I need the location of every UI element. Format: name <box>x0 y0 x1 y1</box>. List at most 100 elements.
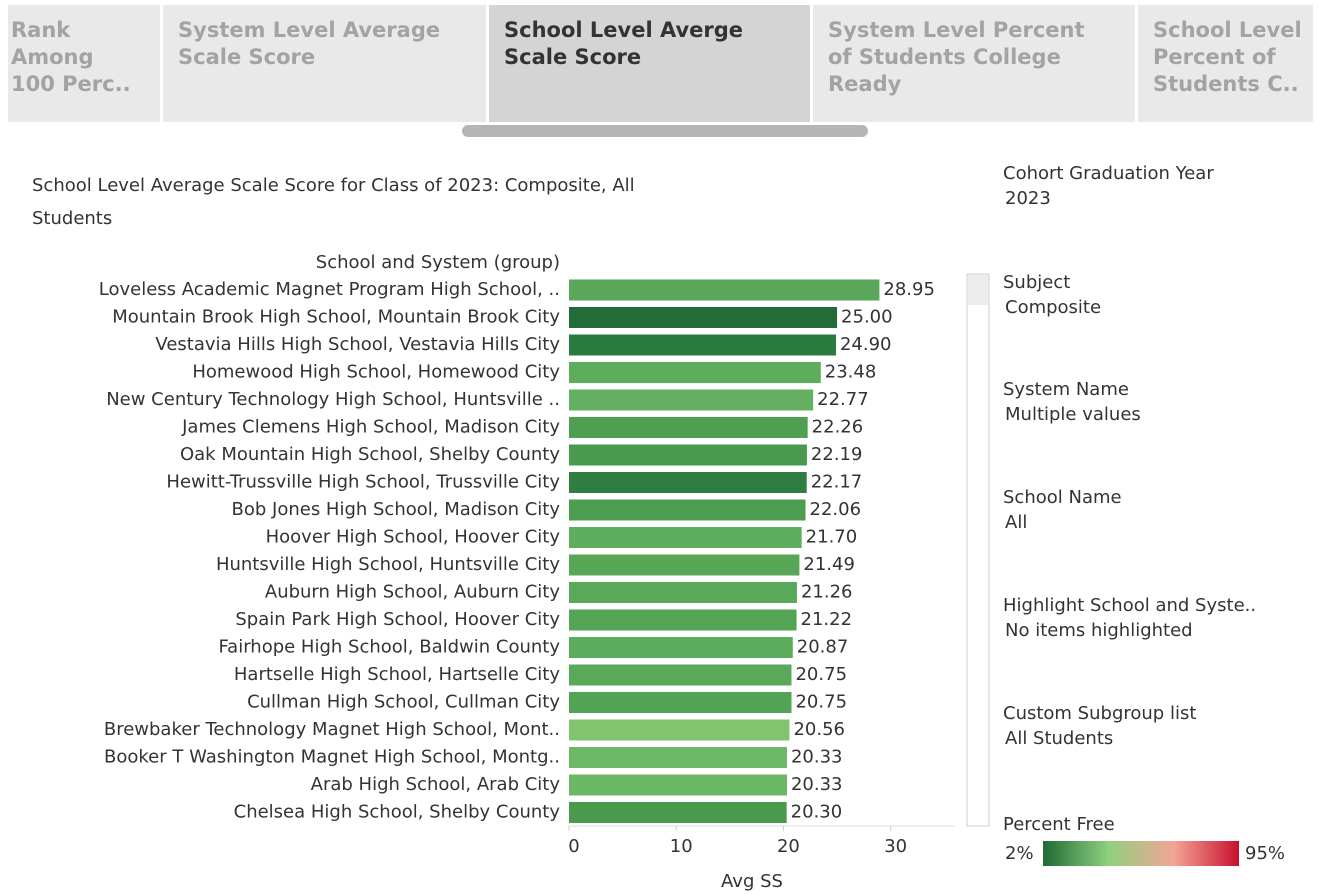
y-tick-label: Oak Mountain High School, Shelby County <box>180 444 560 465</box>
x-tick-label: 20 <box>777 836 800 857</box>
y-tick-label: Hoover High School, Hoover City <box>266 527 561 548</box>
tab-scrollbar[interactable] <box>462 125 868 137</box>
value-label: 28.95 <box>883 279 935 300</box>
x-tick-label: 10 <box>670 836 693 857</box>
filter-label: Custom Subgroup list <box>1003 703 1196 724</box>
tab-label: System Level Average <box>178 18 440 42</box>
filter-label: System Name <box>1003 379 1129 400</box>
filter-scrollbar[interactable] <box>966 273 990 827</box>
bar <box>569 582 797 603</box>
bar <box>569 417 808 438</box>
legend-title: Percent Free <box>1003 814 1115 835</box>
y-tick-label: Huntsville High School, Huntsville City <box>216 554 560 575</box>
filter-value[interactable]: All Students <box>1005 728 1113 749</box>
tab[interactable] <box>163 5 486 122</box>
bar <box>569 719 790 741</box>
x-tick-label: 0 <box>568 836 579 857</box>
value-label: 22.77 <box>817 389 869 410</box>
tab[interactable] <box>813 5 1135 122</box>
tab-label: of Students College <box>828 45 1061 69</box>
filter-value[interactable]: 2023 <box>1005 188 1051 209</box>
value-label: 20.75 <box>795 692 847 713</box>
y-tick-label: Fairhope High School, Baldwin County <box>218 637 560 658</box>
legend-gradient <box>1043 841 1239 866</box>
bar <box>569 279 880 301</box>
value-label: 22.06 <box>810 499 862 520</box>
y-tick-label: Mountain Brook High School, Mountain Bro… <box>112 307 560 328</box>
tab-label: Scale Score <box>504 45 641 69</box>
bar <box>569 747 787 768</box>
bar <box>569 472 807 493</box>
y-tick-label: Homewood High School, Homewood City <box>192 362 560 383</box>
filter-value[interactable]: Multiple values <box>1005 404 1141 425</box>
tab-label: System Level Percent <box>828 18 1085 42</box>
bar <box>569 609 797 631</box>
tab-label: Scale Score <box>178 45 315 69</box>
tab-label: Percent of <box>1153 45 1276 69</box>
value-label: 20.75 <box>795 664 847 685</box>
x-tick-label: 30 <box>884 836 907 857</box>
tab[interactable] <box>8 5 160 122</box>
filter-label: School Name <box>1003 487 1122 508</box>
value-label: 21.70 <box>806 527 858 548</box>
tab-label: Students C.. <box>1153 72 1299 96</box>
y-tick-label: Chelsea High School, Shelby County <box>234 802 561 823</box>
chart-title: Students <box>32 208 112 229</box>
filter-label: Subject <box>1003 272 1070 293</box>
value-label: 20.30 <box>791 802 843 823</box>
filter-value[interactable]: No items highlighted <box>1005 620 1193 641</box>
y-tick-label: Booker T Washington Magnet High School, … <box>104 747 560 768</box>
tab-label: Ready <box>828 72 902 96</box>
bar <box>569 802 787 823</box>
value-label: 20.33 <box>791 774 843 795</box>
value-label: 21.26 <box>801 582 853 603</box>
y-tick-label: James Clemens High School, Madison City <box>181 417 560 438</box>
value-label: 25.00 <box>841 307 893 328</box>
legend-min-label: 2% <box>1005 843 1034 864</box>
value-label: 20.33 <box>791 747 843 768</box>
tab-label: School Level Averge <box>504 18 743 42</box>
filter-scroll-thumb[interactable] <box>968 275 988 305</box>
filter-value[interactable]: Composite <box>1005 297 1101 318</box>
value-label: 22.17 <box>811 472 863 493</box>
y-tick-label: Brewbaker Technology Magnet High School,… <box>104 719 560 740</box>
chart-title: School Level Average Scale Score for Cla… <box>32 175 635 196</box>
y-tick-label: Loveless Academic Magnet Program High Sc… <box>99 279 560 300</box>
value-label: 20.56 <box>793 719 845 740</box>
value-label: 22.19 <box>811 444 863 465</box>
value-label: 21.22 <box>801 609 853 630</box>
y-tick-label: Vestavia Hills High School, Vestavia Hil… <box>155 334 560 355</box>
tab[interactable] <box>489 5 810 122</box>
y-tick-label: Hewitt-Trussville High School, Trussvill… <box>166 472 560 493</box>
filter-label: Highlight School and Syste.. <box>1003 595 1256 616</box>
value-label: 20.87 <box>797 637 849 658</box>
bar <box>569 334 836 356</box>
tab[interactable] <box>1138 5 1313 122</box>
legend-max-label: 95% <box>1245 843 1285 864</box>
bar <box>569 774 787 796</box>
bar <box>569 692 792 713</box>
y-tick-label: New Century Technology High School, Hunt… <box>106 389 560 410</box>
bar <box>569 554 800 576</box>
bar <box>569 499 806 521</box>
y-tick-label: Spain Park High School, Hoover City <box>235 609 560 630</box>
y-tick-label: Hartselle High School, Hartselle City <box>234 664 560 685</box>
tab-label: 100 Perc.. <box>11 72 131 96</box>
y-tick-label: Bob Jones High School, Madison City <box>232 499 561 520</box>
tab-label: Rank <box>11 18 71 42</box>
bar <box>569 389 814 411</box>
bar <box>569 664 792 686</box>
tab-label: Among <box>11 45 94 69</box>
y-tick-label: Arab High School, Arab City <box>311 774 561 795</box>
value-label: 24.90 <box>840 334 892 355</box>
tab-label: School Level <box>1153 18 1302 42</box>
value-label: 21.49 <box>803 554 855 575</box>
bar <box>569 362 821 383</box>
x-axis-title: Avg SS <box>721 871 783 892</box>
value-label: 22.26 <box>812 417 864 438</box>
bar <box>569 444 807 466</box>
filter-label: Cohort Graduation Year <box>1003 163 1214 184</box>
filter-value[interactable]: All <box>1005 512 1027 533</box>
y-axis-title: School and System (group) <box>316 252 560 273</box>
